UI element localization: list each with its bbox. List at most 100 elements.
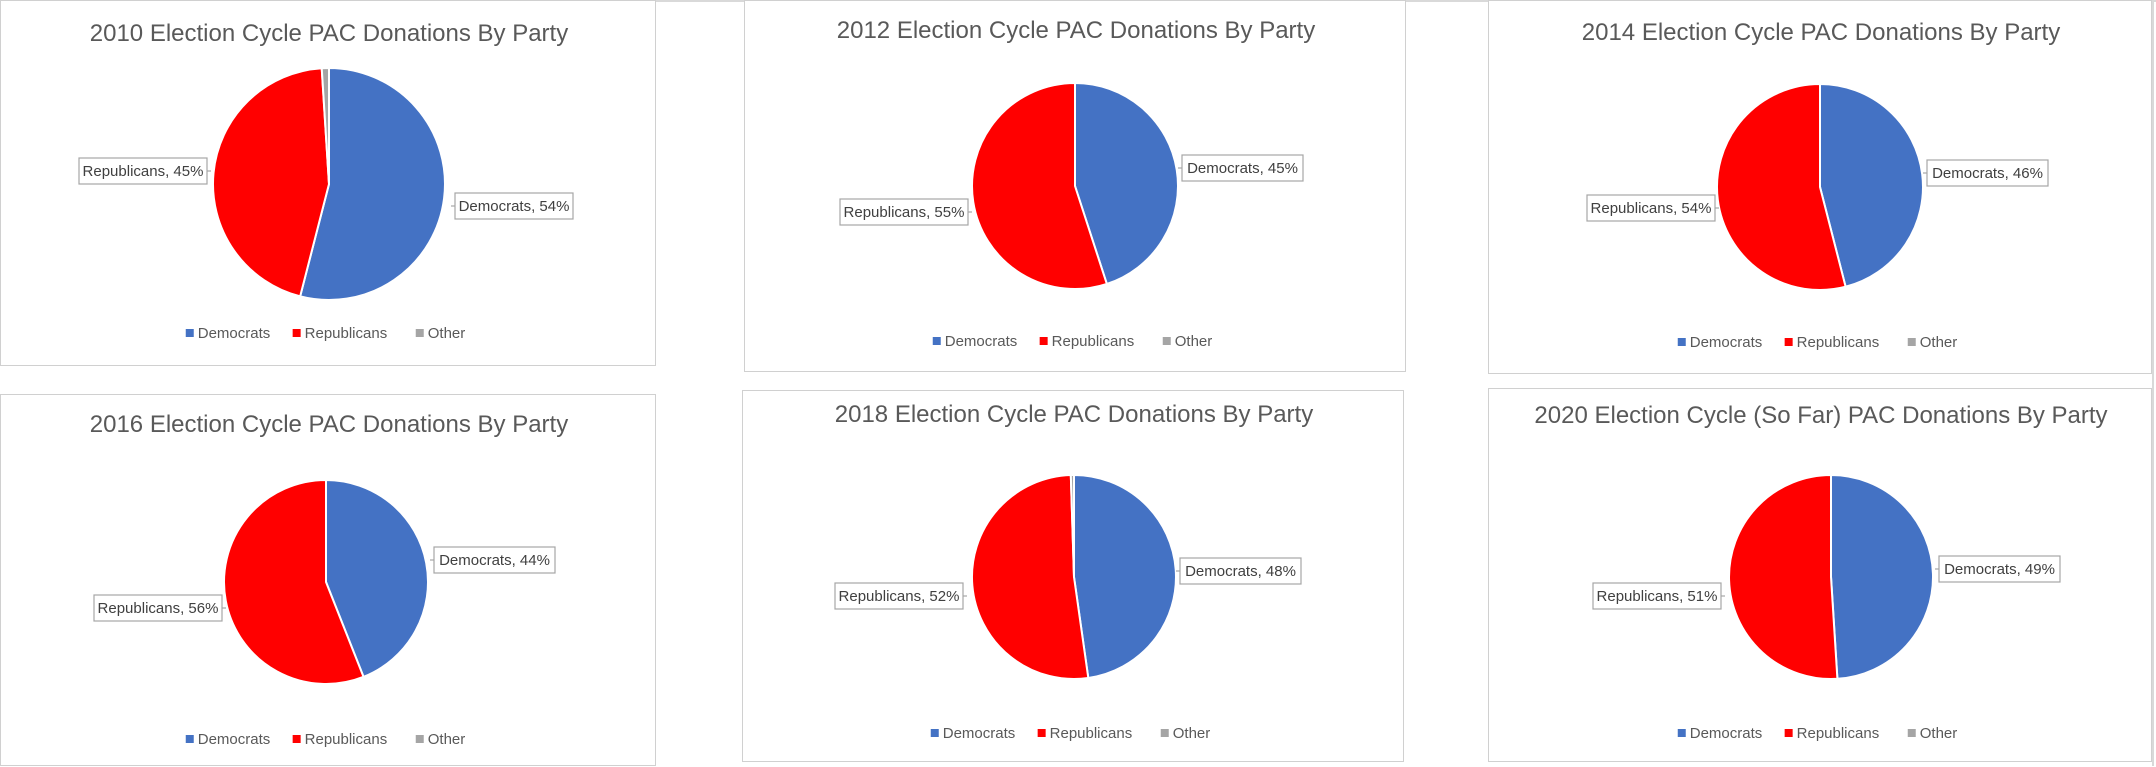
pie-slice-republicans[interactable] [971,82,1108,290]
legend-label: Democrats [1690,725,1763,742]
pie-chart-svg: 2020 Election Cycle (So Far) PAC Donatio… [1534,402,2107,742]
legend-swatch [292,329,301,337]
pie-chart-svg: 2014 Election Cycle PAC Donations By Par… [1582,19,2060,351]
legend-swatch [1039,337,1048,345]
data-label-democrats: Democrats, 44% [430,546,556,574]
data-label-republicans: Republicans, 45% [78,157,211,185]
data-label-text: Republicans, 55% [844,204,965,221]
legend-swatch [292,735,301,743]
legend-item-republicans[interactable]: Republicans [1037,725,1133,742]
data-label-text: Democrats, 54% [459,198,570,215]
legend-item-other[interactable]: Other [1907,725,1958,742]
data-label-republicans: Republicans, 56% [93,594,226,622]
pie-slice-democrats[interactable] [299,67,446,301]
legend-label: Democrats [1690,334,1763,351]
data-label-text: Democrats, 48% [1185,563,1296,580]
legend-item-democrats[interactable]: Democrats [1677,334,1763,351]
data-label-democrats: Democrats, 45% [1178,154,1304,182]
legend-label: Republicans [1050,725,1133,742]
legend-swatch [1907,729,1916,737]
legend-item-other[interactable]: Other [1907,334,1958,351]
data-label-text: Republicans, 56% [98,600,219,617]
data-label-text: Republicans, 45% [83,163,204,180]
chart-title: 2020 Election Cycle (So Far) PAC Donatio… [1534,402,2107,429]
legend-swatch [185,329,194,337]
data-label-text: Democrats, 49% [1944,561,2055,578]
chart-panel-2010[interactable]: 2010 Election Cycle PAC Donations By Par… [0,0,656,366]
legend-item-other[interactable]: Other [415,325,466,342]
legend-label: Republicans [1797,334,1880,351]
legend-item-republicans[interactable]: Republicans [1784,725,1880,742]
data-label-democrats: Democrats, 48% [1176,557,1302,585]
legend-item-other[interactable]: Other [1160,725,1211,742]
chart-title: 2018 Election Cycle PAC Donations By Par… [835,401,1313,428]
legend-label: Democrats [198,325,271,342]
legend-swatch [1037,729,1046,737]
legend-item-republicans[interactable]: Republicans [1784,334,1880,351]
pie-slice-republicans[interactable] [1728,474,1839,680]
pie-slice-other[interactable] [1069,474,1075,578]
legend-label: Democrats [943,725,1016,742]
chart-legend: Democrats Republicans Other [930,725,1211,742]
legend-label: Other [428,325,466,342]
legend-label: Democrats [198,731,271,748]
legend-item-democrats[interactable]: Democrats [930,725,1016,742]
legend-item-other[interactable]: Other [1162,333,1213,350]
pie-slice-democrats[interactable] [1074,82,1179,285]
pie-slice-republicans[interactable] [223,479,365,685]
legend-swatch [415,329,424,337]
legend-label: Republicans [305,325,388,342]
legend-label: Other [1920,334,1958,351]
data-label-democrats: Democrats, 54% [451,192,574,220]
pie-slice-republicans[interactable] [212,67,330,298]
legend-item-democrats[interactable]: Democrats [185,731,271,748]
pie-chart-svg: 2012 Election Cycle PAC Donations By Par… [837,17,1315,350]
window-right-border [2152,0,2154,766]
data-label-republicans: Republicans, 55% [839,198,972,226]
chart-panel-2012[interactable]: 2012 Election Cycle PAC Donations By Par… [744,0,1406,372]
legend-label: Other [428,731,466,748]
chart-title: 2016 Election Cycle PAC Donations By Par… [90,411,568,438]
chart-legend: Democrats Republicans Other [1677,334,1958,351]
legend-label: Other [1173,725,1211,742]
legend-item-republicans[interactable]: Republicans [292,731,388,748]
pie-slice-democrats[interactable] [1830,474,1934,680]
legend-item-democrats[interactable]: Democrats [932,333,1018,350]
chart-title: 2012 Election Cycle PAC Donations By Par… [837,17,1315,44]
chart-legend: Democrats Republicans Other [185,731,466,748]
chart-panel-2020[interactable]: 2020 Election Cycle (So Far) PAC Donatio… [1488,388,2152,762]
chart-title: 2014 Election Cycle PAC Donations By Par… [1582,19,2060,46]
pie-slice-other[interactable] [320,67,330,185]
pie-slice-republicans[interactable] [1716,83,1847,291]
legend-item-democrats[interactable]: Democrats [185,325,271,342]
legend-item-republicans[interactable]: Republicans [292,325,388,342]
pie-slice-republicans[interactable] [970,474,1090,680]
legend-label: Republicans [305,731,388,748]
chart-panel-2016[interactable]: 2016 Election Cycle PAC Donations By Par… [0,394,656,766]
legend-item-other[interactable]: Other [415,731,466,748]
legend-swatch [1162,337,1171,345]
data-label-text: Democrats, 46% [1932,165,2043,182]
legend-label: Other [1920,725,1958,742]
pie-slice-democrats[interactable] [1073,474,1177,679]
chart-legend: Democrats Republicans Other [185,325,466,342]
legend-item-democrats[interactable]: Democrats [1677,725,1763,742]
pie-chart-svg: 2018 Election Cycle PAC Donations By Par… [834,401,1313,742]
data-label-democrats: Democrats, 46% [1923,159,2049,187]
pie-slice-democrats[interactable] [1819,83,1924,288]
legend-swatch [1677,729,1686,737]
legend-item-republicans[interactable]: Republicans [1039,333,1135,350]
data-label-republicans: Republicans, 51% [1592,582,1725,610]
legend-swatch [932,337,941,345]
data-label-text: Democrats, 45% [1187,160,1298,177]
legend-label: Republicans [1052,333,1135,350]
chart-panel-2014[interactable]: 2014 Election Cycle PAC Donations By Par… [1488,0,2152,374]
data-label-text: Republicans, 52% [839,588,960,605]
legend-swatch [415,735,424,743]
chart-panel-2018[interactable]: 2018 Election Cycle PAC Donations By Par… [742,390,1404,762]
chart-legend: Democrats Republicans Other [1677,725,1958,742]
data-label-text: Republicans, 51% [1597,588,1718,605]
data-label-text: Republicans, 54% [1591,200,1712,217]
pie-chart-svg: 2016 Election Cycle PAC Donations By Par… [90,411,568,748]
pie-slice-democrats[interactable] [325,479,429,678]
